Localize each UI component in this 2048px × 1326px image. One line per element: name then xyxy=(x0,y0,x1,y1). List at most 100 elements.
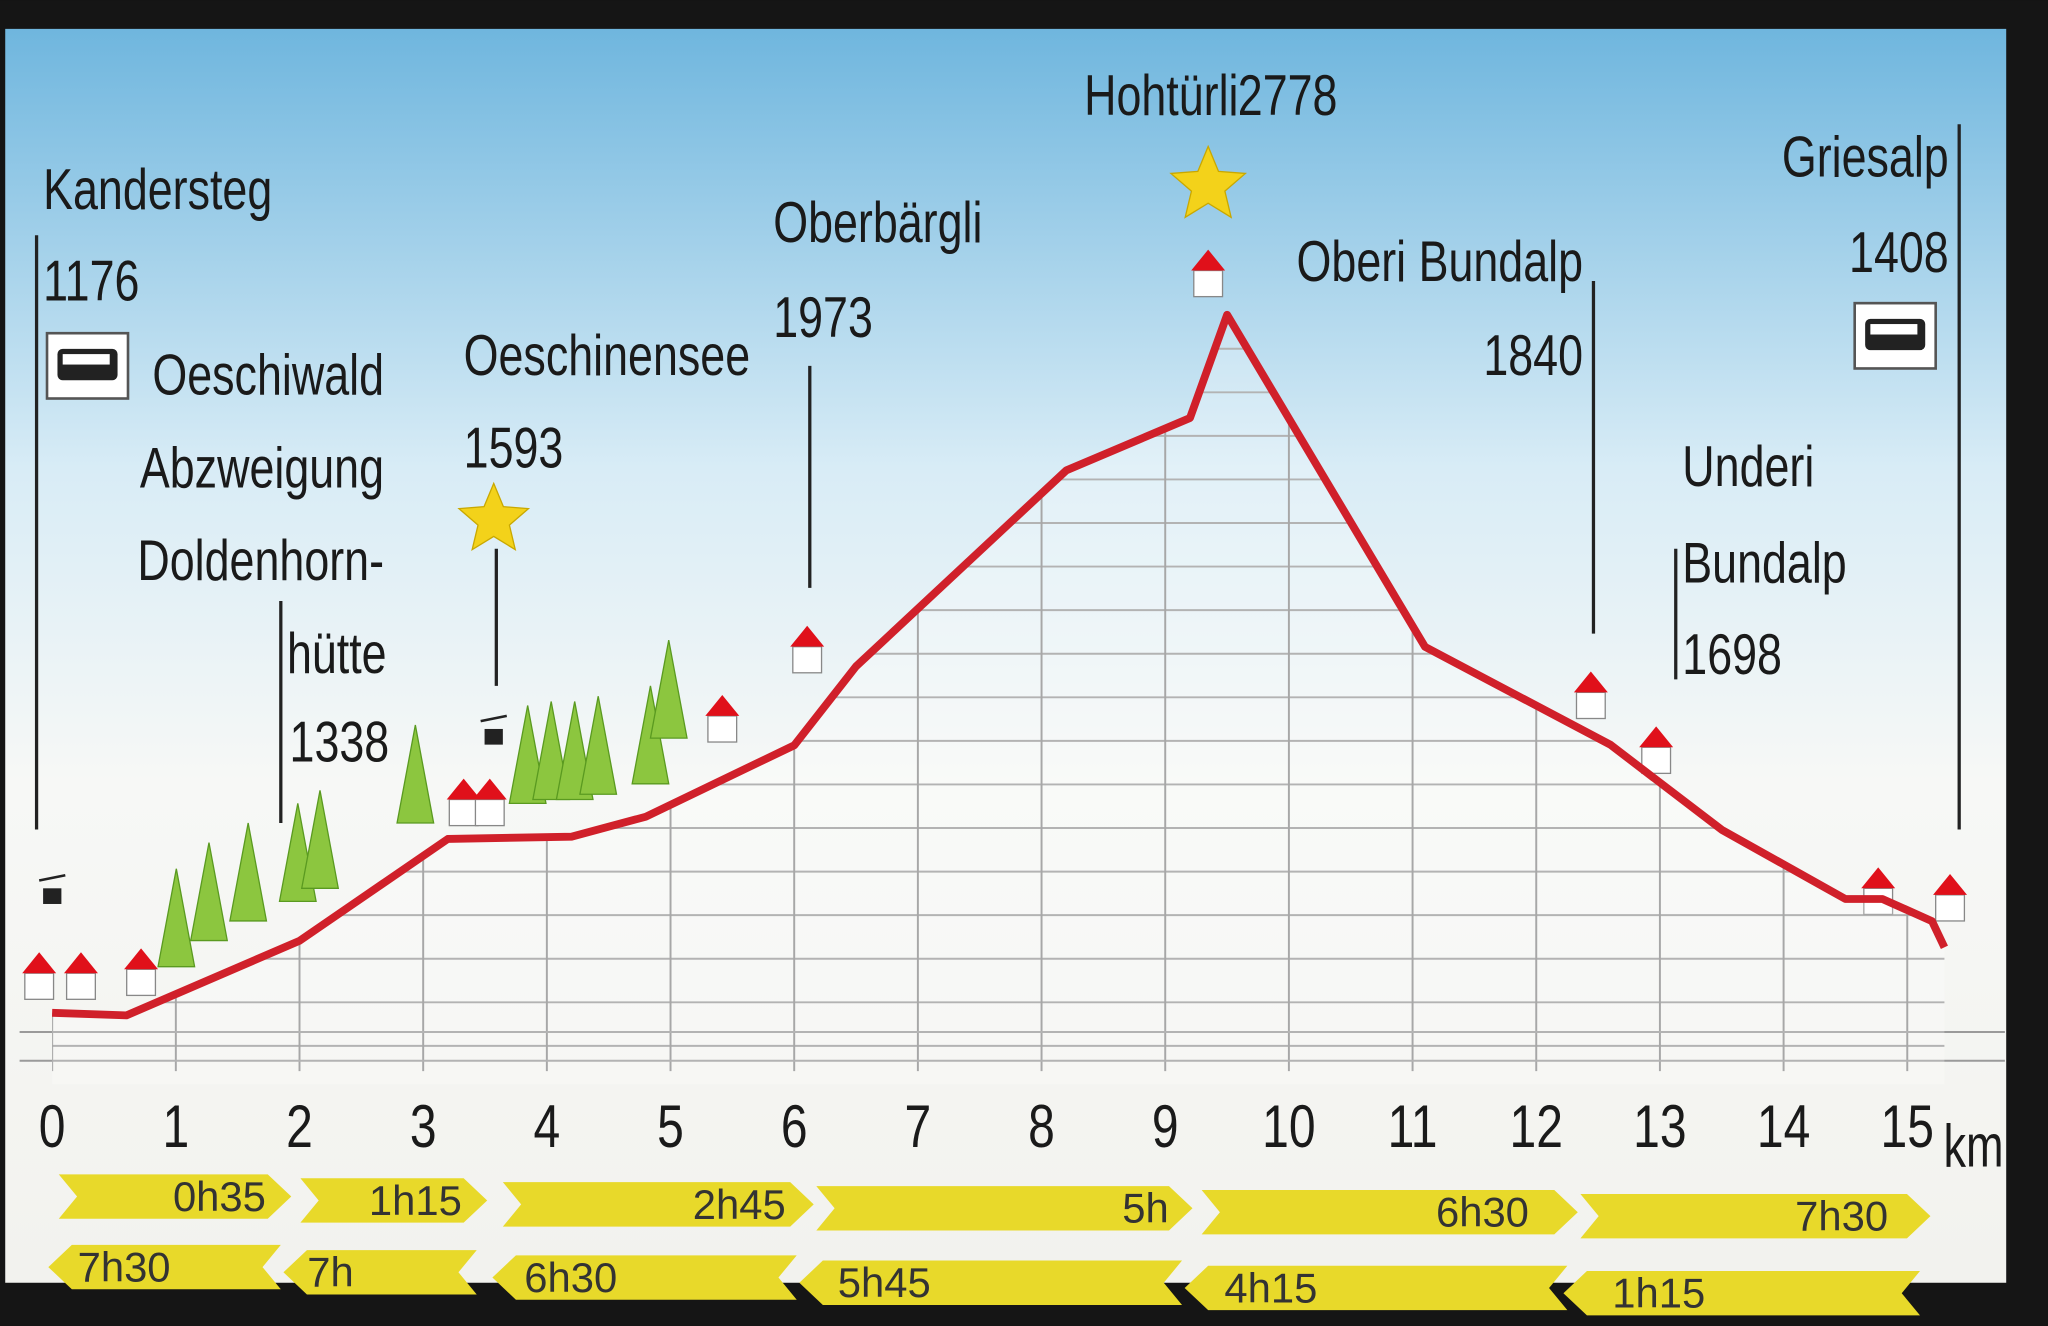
house xyxy=(707,715,738,743)
roof xyxy=(472,778,507,800)
bus-window xyxy=(62,354,110,365)
place-name: Oeschinensee xyxy=(464,323,750,388)
place-elevation: 1840 xyxy=(1483,323,1583,388)
x-tick-label: 0 xyxy=(39,1093,66,1160)
time-segment xyxy=(816,1186,1193,1231)
place-name: Bundalp xyxy=(1682,530,1846,595)
time-backward: 5h45 xyxy=(838,1259,931,1306)
time-forward: 2h45 xyxy=(693,1181,786,1228)
house xyxy=(24,972,55,1000)
labels: 0 1 2 3 4 5 6 7 8 9 10 11 12 13 14 15 kmKandersteg1176Oe… xyxy=(39,63,2004,1180)
icons xyxy=(22,124,1968,1000)
x-tick-label: 3 xyxy=(410,1093,437,1160)
time-segment xyxy=(1563,1271,1920,1316)
place-name: Griesalp xyxy=(1782,124,1949,189)
place-name: Oberi Bundalp xyxy=(1297,229,1583,294)
time-backward: 6h30 xyxy=(524,1254,617,1301)
place-name: Oeschiwald xyxy=(152,342,384,407)
tree xyxy=(300,790,340,889)
place-name: Hohtürli xyxy=(1084,63,1238,128)
time-forward: 7h30 xyxy=(1795,1193,1888,1240)
place-elevation: 1698 xyxy=(1682,622,1782,687)
house xyxy=(126,968,157,997)
roof xyxy=(1573,671,1608,693)
roof xyxy=(1191,249,1226,271)
profile-area xyxy=(52,314,1945,1085)
time-forward: 6h30 xyxy=(1436,1189,1529,1236)
time-segment xyxy=(1184,1265,1568,1311)
tree xyxy=(189,842,229,942)
x-tick-label: 12 xyxy=(1510,1093,1563,1160)
gondola-cable xyxy=(38,873,66,882)
gondola xyxy=(484,728,503,745)
time-forward: 1h15 xyxy=(369,1177,462,1224)
x-tick-label: 10 xyxy=(1262,1093,1315,1160)
place-elevation: 2778 xyxy=(1238,63,1338,128)
roof xyxy=(1861,867,1896,889)
x-tick-label: 5 xyxy=(657,1093,684,1160)
time-segment xyxy=(300,1178,488,1223)
place-name: Oberbärgli xyxy=(773,189,982,254)
star xyxy=(1169,144,1248,219)
place-elevation: 1338 xyxy=(290,709,390,774)
time-backward: 7h xyxy=(307,1249,353,1296)
time-segment xyxy=(799,1260,1183,1305)
x-tick-label: 4 xyxy=(533,1093,560,1160)
place-name: hütte xyxy=(287,620,387,685)
plot xyxy=(19,310,2005,1085)
x-tick-label: 11 xyxy=(1388,1093,1438,1160)
time-backward: 7h30 xyxy=(78,1243,171,1290)
place-elevation: 1973 xyxy=(773,285,873,350)
time-segment xyxy=(283,1250,477,1295)
place-elevation: 1176 xyxy=(43,248,139,313)
time-backward: 1h15 xyxy=(1612,1270,1705,1317)
place-name: Abzweigung xyxy=(140,435,384,500)
place-name: Doldenhorn- xyxy=(137,528,384,593)
x-axis-label: km xyxy=(1944,1113,2004,1180)
time-forward: 5h xyxy=(1122,1185,1168,1232)
time-bars: 0h35 1h15 2h45 5h 6h30 7h30 7h30 7h 6h30 5h45 4h15… xyxy=(48,1173,1931,1317)
place-name: Kandersteg xyxy=(43,157,272,222)
x-tick-label: 6 xyxy=(781,1093,808,1160)
time-segment xyxy=(48,1244,281,1290)
x-tick-label: 1 xyxy=(162,1093,189,1160)
tree xyxy=(649,640,688,739)
bus-window xyxy=(1870,324,1918,335)
roof xyxy=(446,778,481,800)
x-tick-label: 15 xyxy=(1881,1093,1934,1160)
time-segment xyxy=(502,1182,814,1227)
place-elevation: 1593 xyxy=(464,415,564,480)
time-segment xyxy=(492,1255,797,1300)
x-tick-label: 7 xyxy=(905,1093,932,1160)
place-name: Underi xyxy=(1682,434,1814,499)
x-tick-label: 8 xyxy=(1028,1093,1055,1160)
x-tick-label: 13 xyxy=(1633,1093,1686,1160)
roof xyxy=(1639,726,1674,748)
house xyxy=(1575,691,1606,720)
time-segment xyxy=(58,1174,292,1219)
x-tick-label: 9 xyxy=(1152,1093,1179,1160)
roof xyxy=(1933,873,1968,895)
time-segment xyxy=(1580,1193,1931,1239)
roof xyxy=(790,625,825,647)
roof xyxy=(124,948,159,970)
roof xyxy=(705,695,740,716)
tree xyxy=(229,822,268,922)
house xyxy=(65,972,96,1000)
star xyxy=(457,481,531,552)
background xyxy=(5,28,2007,1283)
house xyxy=(448,798,479,827)
time-forward: 0h35 xyxy=(173,1173,266,1220)
time-backward: 4h15 xyxy=(1224,1264,1317,1311)
gondola xyxy=(43,888,62,904)
x-tick-label: 14 xyxy=(1757,1093,1810,1160)
profile-line xyxy=(51,310,1948,1020)
tree xyxy=(157,868,196,968)
tree xyxy=(579,696,618,795)
tree xyxy=(396,724,435,824)
roof xyxy=(64,952,98,974)
roof xyxy=(22,952,57,974)
gondola-cable xyxy=(480,714,508,723)
house xyxy=(1935,894,1966,922)
